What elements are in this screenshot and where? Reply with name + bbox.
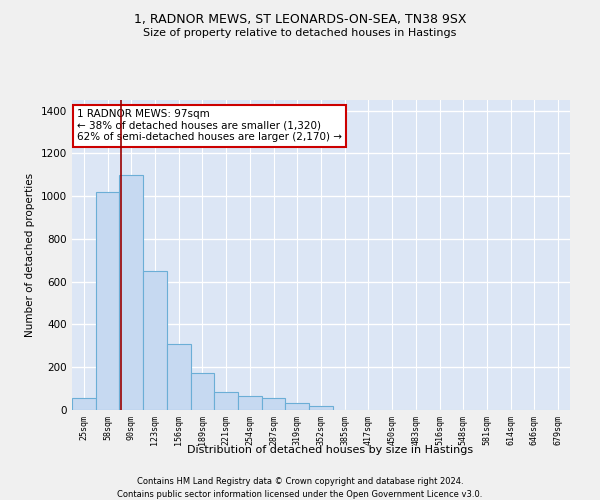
Bar bbox=[309, 406, 333, 410]
Bar bbox=[214, 392, 238, 410]
Text: 1, RADNOR MEWS, ST LEONARDS-ON-SEA, TN38 9SX: 1, RADNOR MEWS, ST LEONARDS-ON-SEA, TN38… bbox=[134, 12, 466, 26]
Text: Distribution of detached houses by size in Hastings: Distribution of detached houses by size … bbox=[187, 445, 473, 455]
Text: Contains public sector information licensed under the Open Government Licence v3: Contains public sector information licen… bbox=[118, 490, 482, 499]
Bar bbox=[143, 271, 167, 410]
Bar bbox=[262, 398, 286, 410]
Text: Size of property relative to detached houses in Hastings: Size of property relative to detached ho… bbox=[143, 28, 457, 38]
Bar bbox=[286, 402, 309, 410]
Y-axis label: Number of detached properties: Number of detached properties bbox=[25, 173, 35, 337]
Bar bbox=[96, 192, 119, 410]
Bar bbox=[167, 344, 191, 410]
Bar bbox=[191, 372, 214, 410]
Bar bbox=[119, 175, 143, 410]
Text: Contains HM Land Registry data © Crown copyright and database right 2024.: Contains HM Land Registry data © Crown c… bbox=[137, 478, 463, 486]
Bar bbox=[238, 396, 262, 410]
Text: 1 RADNOR MEWS: 97sqm
← 38% of detached houses are smaller (1,320)
62% of semi-de: 1 RADNOR MEWS: 97sqm ← 38% of detached h… bbox=[77, 110, 342, 142]
Bar bbox=[72, 398, 96, 410]
